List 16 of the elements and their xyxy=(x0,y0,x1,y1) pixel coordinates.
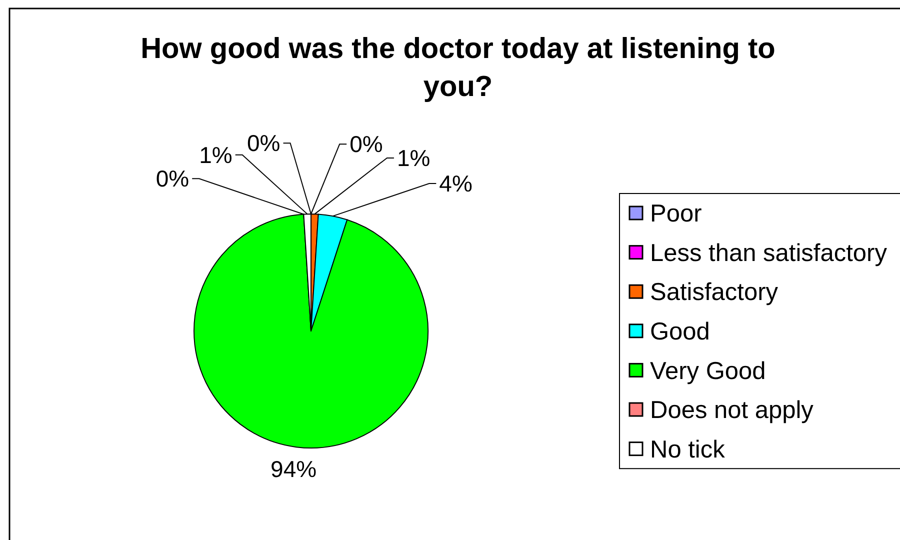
data-label: 1% xyxy=(199,142,232,168)
legend-label: Very Good xyxy=(650,358,766,385)
text: 0% xyxy=(247,130,280,156)
pie-slice xyxy=(194,214,428,448)
legend-label: Less than satisfactory xyxy=(650,240,888,267)
legend-label: No tick xyxy=(650,436,726,464)
legend-label: Does not apply xyxy=(650,397,814,424)
chart-title: How good was the doctor today at listening to you? xyxy=(140,33,776,103)
legend-label: Satisfactory xyxy=(650,279,779,306)
data-label: 4% xyxy=(439,170,472,197)
legend-label: Poor xyxy=(650,200,702,228)
data-label: 94% xyxy=(270,456,317,482)
data-label: 1% xyxy=(396,144,430,171)
text: 0% xyxy=(350,131,383,158)
legend-label: Good xyxy=(650,318,710,346)
text: 0% xyxy=(156,166,190,192)
